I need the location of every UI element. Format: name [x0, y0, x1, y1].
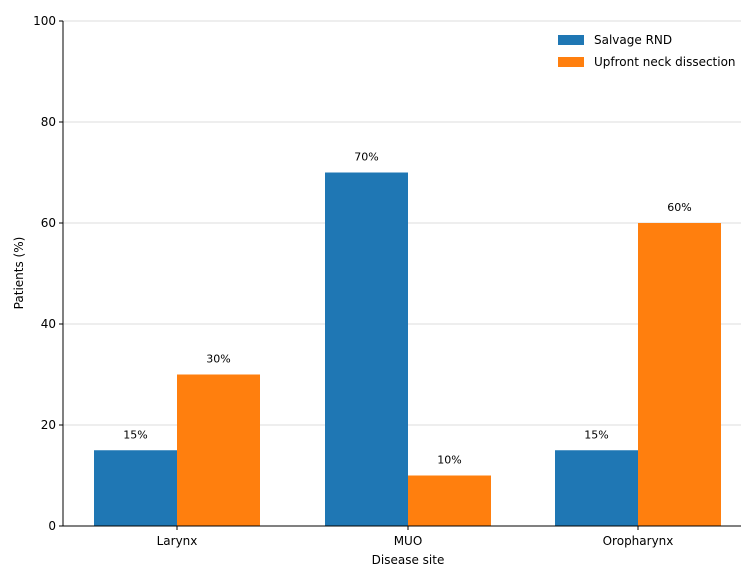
data-label-salvage-rnd-muo: 70%: [354, 151, 378, 164]
x-tick-label-larynx: Larynx: [157, 534, 198, 548]
y-tick-label-60: 60: [41, 216, 56, 230]
y-axis-label: Patients (%): [12, 237, 26, 310]
y-tick-label-40: 40: [41, 317, 56, 331]
legend: Salvage RND Upfront neck dissection: [558, 33, 736, 69]
data-label-upfront-neck-dissection-oropharynx: 60%: [667, 201, 691, 214]
data-labels: 15% 30% 70% 10% 15% 60%: [123, 151, 691, 467]
x-ticks: Larynx MUO Oropharynx: [157, 526, 674, 548]
bar-upfront-neck-dissection-muo: [408, 475, 491, 526]
bar-upfront-neck-dissection-oropharynx: [638, 223, 721, 526]
data-label-upfront-neck-dissection-muo: 10%: [437, 454, 461, 467]
bar-salvage-rnd-muo: [325, 172, 408, 526]
x-tick-label-oropharynx: Oropharynx: [603, 534, 674, 548]
data-label-salvage-rnd-oropharynx: 15%: [584, 428, 608, 441]
y-tick-label-80: 80: [41, 115, 56, 129]
y-tick-label-20: 20: [41, 418, 56, 432]
x-axis-label: Disease site: [372, 553, 445, 566]
data-label-salvage-rnd-larynx: 15%: [123, 428, 147, 441]
legend-label-salvage-rnd: Salvage RND: [594, 33, 672, 47]
y-tick-label-0: 0: [48, 519, 56, 533]
bars: [94, 172, 721, 526]
legend-label-upfront-neck-dissection: Upfront neck dissection: [594, 55, 736, 69]
bar-salvage-rnd-oropharynx: [555, 450, 638, 526]
legend-swatch-upfront-neck-dissection: [558, 57, 584, 67]
bar-upfront-neck-dissection-larynx: [177, 374, 260, 526]
data-label-upfront-neck-dissection-larynx: 30%: [206, 353, 230, 366]
legend-swatch-salvage-rnd: [558, 35, 584, 45]
y-ticks: 0 20 40 60 80 100: [33, 14, 63, 533]
y-tick-label-100: 100: [33, 14, 56, 28]
x-tick-label-muo: MUO: [394, 534, 423, 548]
axes: [62, 21, 741, 527]
bar-salvage-rnd-larynx: [94, 450, 177, 526]
